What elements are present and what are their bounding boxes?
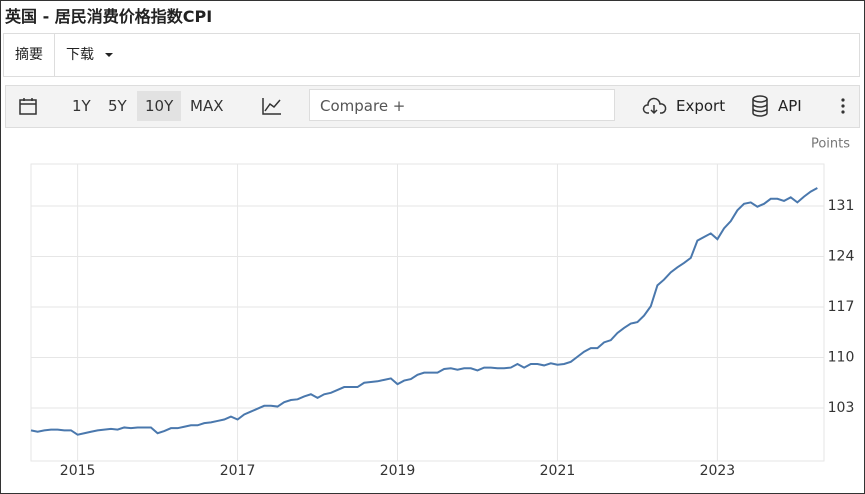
compare-input[interactable]: Compare + xyxy=(309,89,615,121)
y-tick-label: 103 xyxy=(828,400,855,416)
range-button[interactable]: 1Y xyxy=(72,97,91,115)
y-tick-label: 110 xyxy=(828,349,855,365)
plot-frame xyxy=(30,163,825,462)
more-icon[interactable] xyxy=(839,97,847,115)
x-tick-label: 2015 xyxy=(60,463,96,479)
tab[interactable]: 摘要 xyxy=(4,34,55,76)
cloud-download-icon xyxy=(642,97,667,115)
export-button[interactable]: Export xyxy=(676,97,726,115)
x-tick-label: 2017 xyxy=(220,463,256,479)
toolbar: 1Y 5Y 10Y MAX Compare + Export API xyxy=(5,85,860,128)
api-button[interactable]: API xyxy=(778,97,802,115)
database-icon xyxy=(752,95,768,117)
range-button[interactable]: MAX xyxy=(190,97,224,115)
data-line xyxy=(30,187,818,436)
chart-type-icon[interactable] xyxy=(261,96,283,116)
x-tick-label: 2021 xyxy=(540,463,576,479)
tab-bar: 摘要 下载 xyxy=(3,33,860,77)
y-tick-label: 131 xyxy=(828,198,855,214)
x-tick-label: 2019 xyxy=(380,463,416,479)
dropdown-caret xyxy=(105,53,113,57)
tab[interactable]: 下载 xyxy=(66,47,94,63)
y-axis-unit: Points xyxy=(811,137,850,152)
range-button[interactable]: 5Y xyxy=(108,97,127,115)
page-title: 英国 - 居民消费价格指数CPI xyxy=(5,7,213,26)
calendar-icon[interactable] xyxy=(18,96,38,116)
y-tick-label: 124 xyxy=(828,248,855,264)
range-button[interactable]: 10Y xyxy=(137,91,182,121)
x-tick-label: 2023 xyxy=(700,463,736,479)
y-tick-label: 117 xyxy=(828,299,855,315)
